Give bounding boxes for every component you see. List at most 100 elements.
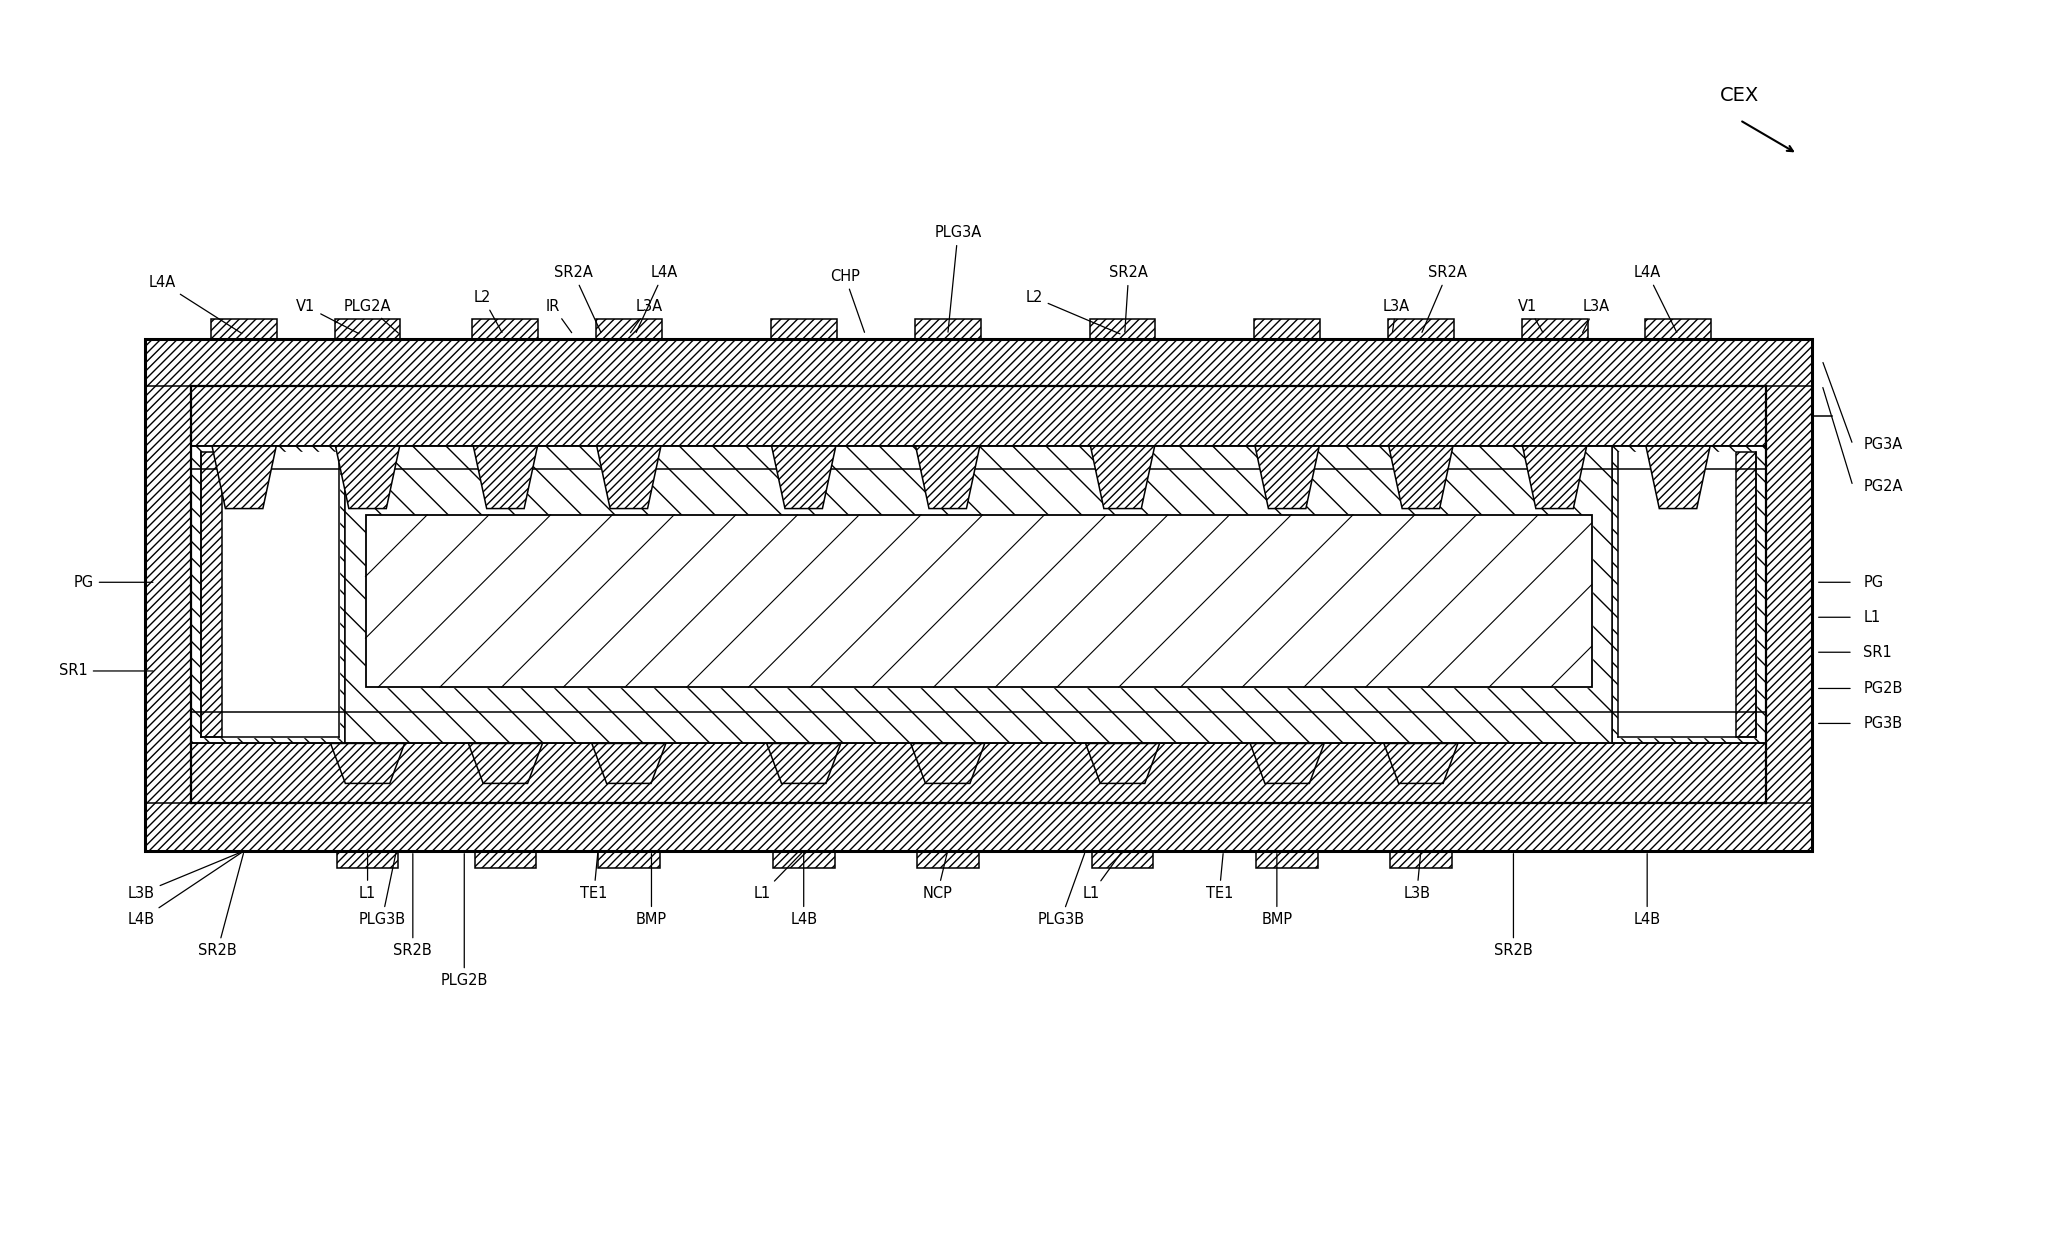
Polygon shape (202, 452, 338, 737)
Text: L1: L1 (1862, 610, 1881, 625)
Polygon shape (1384, 744, 1458, 784)
Polygon shape (591, 744, 665, 784)
Bar (192, 386, 1767, 446)
Text: V1: V1 (1518, 299, 1543, 333)
Bar (597, 851, 659, 869)
Text: V1: V1 (297, 299, 358, 333)
Text: L4B: L4B (791, 854, 818, 926)
Bar (202, 452, 222, 737)
Polygon shape (911, 744, 985, 784)
Polygon shape (597, 446, 661, 508)
Text: L3A: L3A (1582, 299, 1609, 333)
Text: L4A: L4A (148, 275, 241, 333)
Text: BMP: BMP (1261, 854, 1292, 926)
Polygon shape (1388, 446, 1452, 508)
Text: L4B: L4B (1634, 854, 1660, 926)
Polygon shape (330, 744, 404, 784)
Polygon shape (365, 515, 1592, 687)
Bar (915, 319, 981, 339)
Text: TE1: TE1 (581, 854, 608, 901)
Text: L2: L2 (474, 290, 503, 333)
Polygon shape (1086, 744, 1160, 784)
Bar (1257, 851, 1318, 869)
Text: PG2B: PG2B (1862, 681, 1903, 696)
Text: PG3A: PG3A (1862, 437, 1903, 452)
Bar (365, 515, 1592, 687)
Text: CEX: CEX (1720, 85, 1759, 105)
Text: PLG3B: PLG3B (1038, 854, 1086, 926)
Polygon shape (1619, 452, 1757, 737)
Text: L1: L1 (754, 853, 801, 901)
Bar (334, 319, 400, 339)
Text: SR2B: SR2B (393, 854, 433, 958)
Text: L3A: L3A (630, 299, 663, 333)
Text: PLG3A: PLG3A (935, 225, 983, 332)
Text: L3A: L3A (1382, 299, 1409, 332)
Text: PG3B: PG3B (1862, 716, 1901, 731)
Text: NCP: NCP (923, 854, 952, 901)
Bar (772, 851, 834, 869)
Bar (212, 319, 276, 339)
Bar (595, 319, 661, 339)
Text: PG: PG (1862, 575, 1883, 590)
Bar (1767, 339, 1811, 851)
Text: PLG2B: PLG2B (441, 854, 488, 988)
Text: TE1: TE1 (1205, 854, 1234, 901)
Text: L1: L1 (358, 854, 377, 901)
Bar (336, 851, 398, 869)
Bar (1613, 446, 1767, 744)
Bar (474, 851, 536, 869)
Bar (146, 339, 1811, 386)
Bar (472, 319, 538, 339)
Text: L4A: L4A (1634, 265, 1677, 333)
Polygon shape (1646, 446, 1710, 508)
Text: L2: L2 (1026, 290, 1121, 334)
Bar (917, 851, 978, 869)
Bar (1388, 319, 1454, 339)
Text: L4A: L4A (637, 265, 678, 333)
Polygon shape (766, 744, 840, 784)
Text: SR2A: SR2A (1421, 265, 1467, 332)
Bar (1255, 319, 1320, 339)
Bar (1092, 851, 1154, 869)
Text: BMP: BMP (637, 854, 667, 926)
Text: SR1: SR1 (1862, 645, 1891, 660)
Text: IR: IR (546, 299, 573, 333)
Bar (146, 804, 1811, 851)
Text: L3B: L3B (1403, 854, 1430, 901)
Text: SR2B: SR2B (198, 854, 243, 958)
Bar (192, 744, 1767, 804)
Polygon shape (772, 446, 836, 508)
Text: PG2A: PG2A (1862, 478, 1903, 493)
Text: SR2A: SR2A (1108, 265, 1147, 332)
Polygon shape (474, 446, 538, 508)
Text: SR1: SR1 (60, 664, 152, 679)
Text: PG: PG (74, 575, 152, 590)
Bar (192, 446, 344, 744)
Text: CHP: CHP (830, 269, 865, 332)
Bar (146, 339, 1811, 851)
Text: L1: L1 (1084, 853, 1121, 901)
Text: L3B: L3B (128, 851, 241, 901)
Bar (1646, 319, 1712, 339)
Polygon shape (1090, 446, 1156, 508)
Text: PLG2A: PLG2A (344, 299, 398, 333)
Text: SR2B: SR2B (1494, 854, 1533, 958)
Polygon shape (212, 446, 276, 508)
Bar (1090, 319, 1156, 339)
Text: SR2A: SR2A (554, 265, 602, 333)
Bar (1390, 851, 1452, 869)
Polygon shape (1250, 744, 1325, 784)
Polygon shape (915, 446, 981, 508)
Bar (1737, 452, 1757, 737)
Polygon shape (1255, 446, 1318, 508)
Bar (146, 339, 192, 851)
Text: PLG3B: PLG3B (358, 854, 406, 926)
Bar (1522, 319, 1588, 339)
Polygon shape (1522, 446, 1586, 508)
Bar (770, 319, 836, 339)
Polygon shape (336, 446, 400, 508)
Polygon shape (468, 744, 542, 784)
Text: L4B: L4B (128, 853, 241, 926)
Bar (344, 446, 1613, 744)
